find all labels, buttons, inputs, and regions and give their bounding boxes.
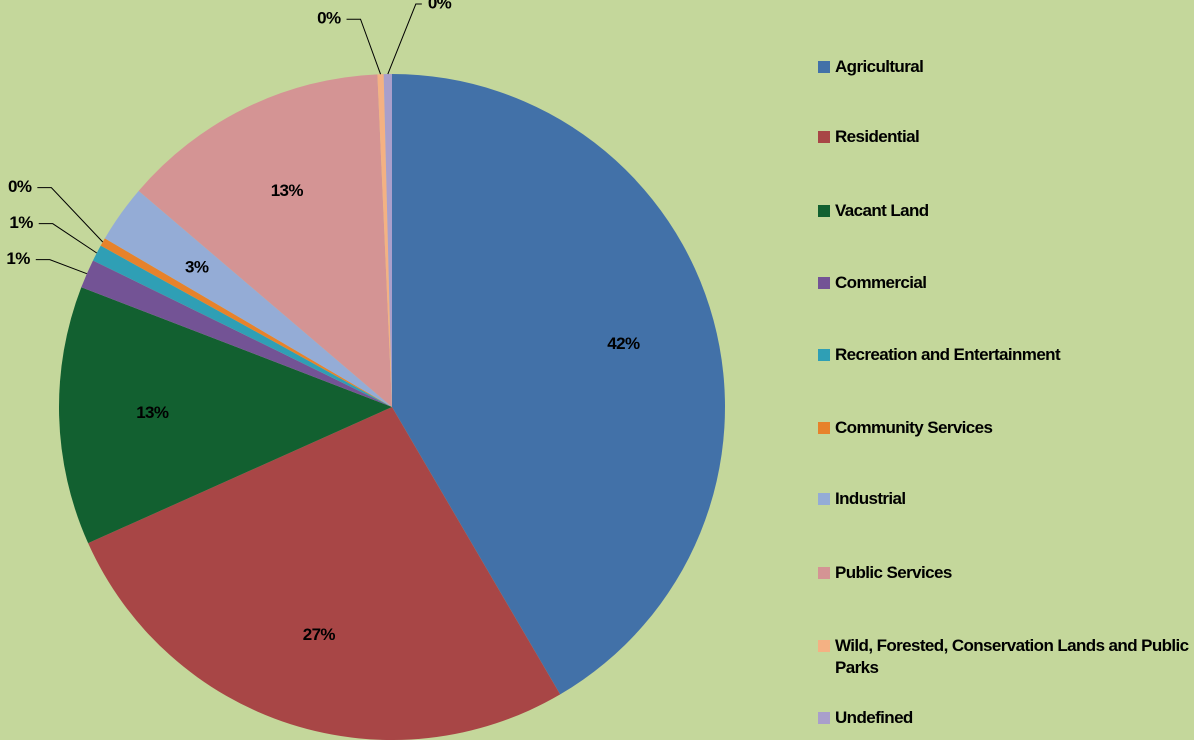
legend-swatch	[818, 205, 830, 217]
pie-slice	[92, 245, 393, 407]
legend-entry: Undefined	[818, 707, 1194, 729]
legend-swatch	[818, 567, 830, 579]
leader-line	[35, 259, 88, 275]
leader-line	[346, 18, 381, 75]
data-label: 1%	[9, 213, 33, 232]
leader-line	[37, 187, 104, 243]
pie-slice	[383, 74, 392, 407]
legend-label: Agricultural	[835, 57, 924, 76]
data-label: 42%	[607, 334, 640, 353]
data-label: 0%	[428, 0, 452, 13]
pie-slice	[377, 74, 392, 407]
legend-label: Industrial	[835, 489, 906, 508]
legend-swatch	[818, 277, 830, 289]
legend-entry: Agricultural	[818, 56, 1194, 78]
pie-slice	[81, 260, 392, 407]
legend-swatch	[818, 131, 830, 143]
data-label: 1%	[6, 249, 30, 268]
legend-label: Community Services	[835, 418, 993, 437]
legend-label: Undefined	[835, 708, 913, 727]
legend-entry: Commercial	[818, 272, 1194, 294]
leader-line	[387, 3, 422, 75]
pie-slice	[88, 407, 561, 740]
legend-swatch	[818, 640, 830, 652]
legend-swatch	[818, 712, 830, 724]
legend-entry: Recreation and Entertainment	[818, 344, 1194, 366]
legend-swatch	[818, 349, 830, 361]
data-label: 0%	[8, 177, 32, 196]
data-label: 13%	[136, 403, 169, 422]
legend-label: Public Services	[835, 563, 952, 582]
legend-swatch	[818, 422, 830, 434]
legend-entry: Wild, Forested, Conservation Lands and P…	[818, 635, 1194, 679]
leader-line	[38, 223, 98, 254]
pie-slice	[58, 287, 392, 544]
legend-entry: Industrial	[818, 488, 1194, 510]
data-label: 13%	[271, 181, 304, 200]
legend-entry: Public Services	[818, 562, 1194, 584]
legend-swatch	[818, 61, 830, 73]
legend-label: Wild, Forested, Conservation Lands and P…	[835, 636, 1189, 677]
legend-entry: Residential	[818, 126, 1194, 148]
legend-entry: Vacant Land	[818, 200, 1194, 222]
data-label: 0%	[317, 9, 341, 28]
legend-label: Residential	[835, 127, 920, 146]
pie-slice	[392, 74, 725, 695]
legend-label: Vacant Land	[835, 201, 929, 220]
legend-label: Recreation and Entertainment	[835, 345, 1061, 364]
legend-label: Commercial	[835, 273, 927, 292]
data-label: 3%	[185, 257, 209, 276]
pie-slice	[138, 74, 392, 408]
data-label: 27%	[303, 625, 336, 644]
pie-slice	[104, 190, 393, 407]
legend-swatch	[818, 493, 830, 505]
legend-entry: Community Services	[818, 417, 1194, 439]
pie-slice	[100, 238, 393, 407]
